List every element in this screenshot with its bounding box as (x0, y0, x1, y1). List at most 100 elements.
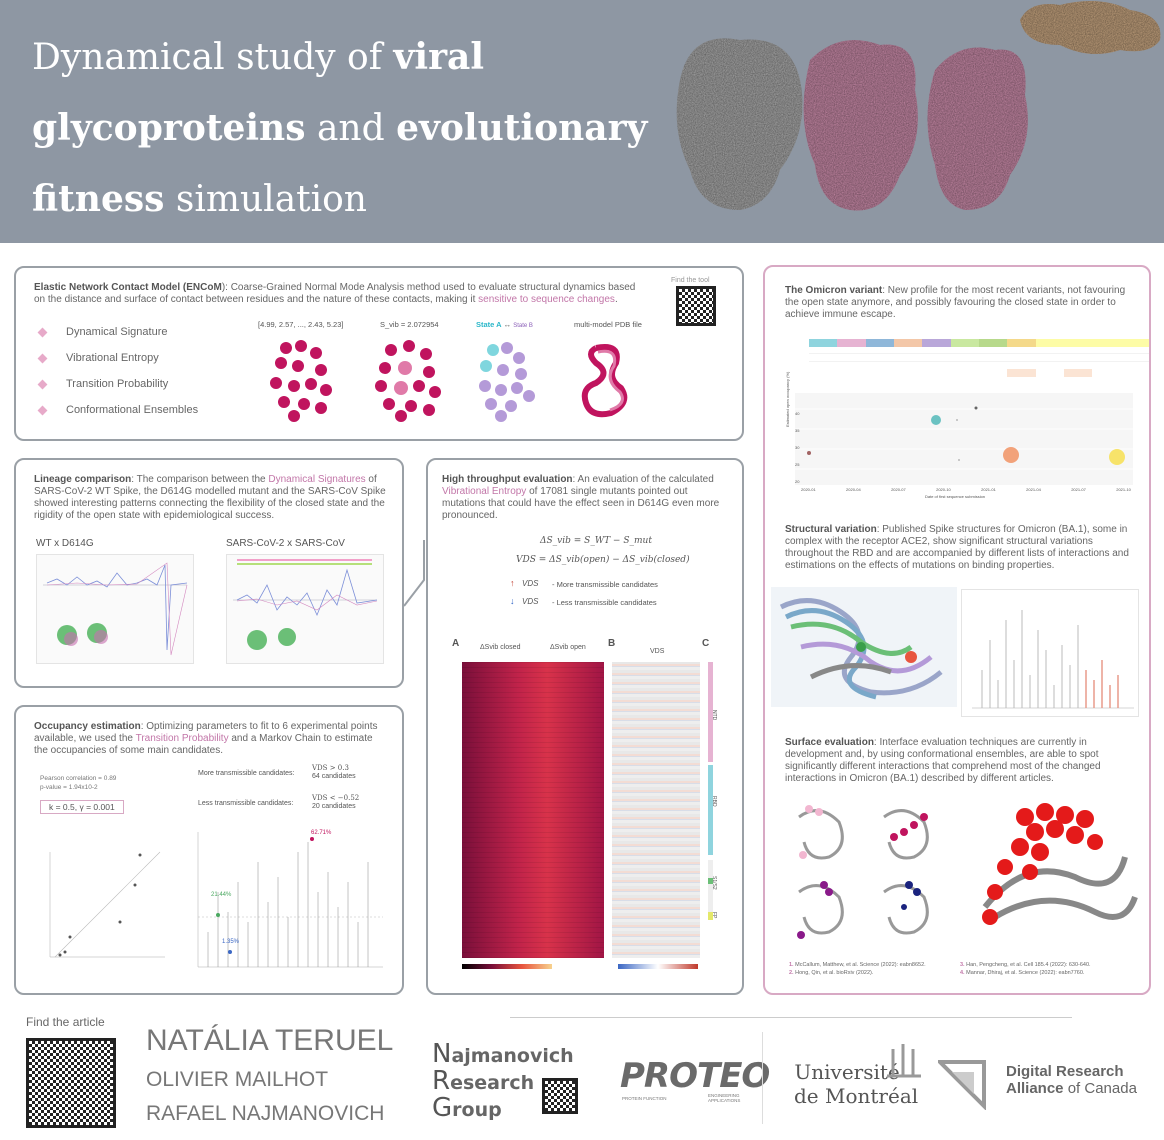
footer-divider (510, 1017, 1072, 1018)
article-qr-code[interactable] (26, 1038, 116, 1128)
bullet-dynamical-signature: Dynamical Signature (66, 326, 168, 338)
omicron-description: The Omicron variant: New profile for the… (785, 285, 1126, 320)
bullet-vibrational-entropy: Vibrational Entropy (66, 352, 159, 364)
svib-heatmap (462, 662, 604, 958)
lineage-panel: Lineage comparison: The comparison betwe… (14, 458, 404, 688)
occupancy-lollipop-chart (188, 822, 388, 977)
spike-protein-images (676, 1, 1161, 211)
omicron-occupancy-chart (781, 389, 1137, 499)
col-vds-label: VDS (650, 648, 665, 655)
less-candidates-count: 20 candidates (312, 803, 356, 810)
vds-heatmap (612, 662, 700, 958)
molecule-ensemble (581, 344, 628, 418)
domain-fp: FP (711, 912, 717, 919)
less-candidates-cond: VDS < −0.52 (312, 794, 360, 802)
peak-value-3: 1.35% (222, 939, 240, 945)
col-closed-label: ΔSvib closed (480, 644, 521, 651)
drac-logo-icon (938, 1060, 986, 1110)
panel-b-label: B (608, 638, 616, 649)
references-left: 1. McCallum, Matthew, et al. Science (20… (789, 962, 926, 976)
domain-s1s2: S1/S2 (711, 876, 717, 890)
structural-description: Structural variation: Published Spike st… (785, 524, 1129, 571)
svib-colorbar (462, 964, 552, 969)
ace2-receptor (1020, 1, 1161, 54)
more-candidates-cond: VDS > 0.3 (312, 764, 349, 772)
tool-qr-code[interactable] (676, 286, 716, 326)
molecule-transition (479, 342, 535, 422)
references-right: 3. Han, Pengcheng, et al. Cell 185.4 (20… (960, 962, 1091, 976)
author-3: RAFAEL NAJMANOVICH (146, 1102, 385, 1125)
domain-ntd: NTD (711, 710, 717, 721)
proteo-sub-2: ENGINEERING APPLICATIONS (708, 1093, 741, 1103)
occupancy-panel: Occupancy estimation: Optimizing paramet… (14, 705, 404, 995)
panel-a-label: A (452, 638, 460, 649)
up-vds-label: VDS (522, 579, 539, 588)
bullet-transition-probability: Transition Probability (66, 378, 169, 390)
poster-title: Dynamical study of viral glycoproteins a… (32, 36, 648, 220)
surface-small-structures (797, 805, 929, 939)
htp-description: High throughput evaluation: An evaluatio… (442, 474, 720, 521)
omicron-ylabel: Estimated open occupancy (%) (785, 371, 790, 427)
poster-header: Dynamical study of viral glycoproteins a… (0, 0, 1164, 243)
chart-sars-comparison (226, 554, 384, 664)
drac-logo-text: Digital Research Alliance of Canada (1006, 1063, 1137, 1097)
chart-sars-label: SARS-CoV-2 x SARS-CoV (226, 538, 345, 549)
author-2: OLIVIER MAILHOT (146, 1068, 329, 1091)
col-open-label: ΔSvib open (550, 644, 586, 651)
udem-emblem-icon (887, 1044, 921, 1078)
peak-value-1: 62.71% (311, 830, 332, 836)
find-tool-label: Find the tool (671, 277, 710, 284)
correlation-scatter (40, 847, 170, 967)
omicron-panel: The Omicron variant: New profile for the… (763, 265, 1151, 995)
nrg-logo: Najmanovich Research Group (432, 1039, 574, 1123)
pvalue-label: p-value = 1.94x10-2 (40, 784, 98, 791)
down-vds-label: VDS (522, 597, 539, 606)
nrg-qr-code[interactable] (542, 1078, 578, 1114)
find-article-label: Find the article (26, 1015, 105, 1029)
surface-large-structure (982, 803, 1138, 925)
signature-vector-label: [4.99, 2.57, ..., 2.43, 5.23] (258, 320, 344, 329)
occupancy-description: Occupancy estimation: Optimizing paramet… (34, 721, 378, 756)
more-candidates-label: More transmissible candidates: (198, 770, 295, 777)
spike-gray (676, 38, 803, 210)
interaction-bar-chart (961, 589, 1139, 717)
udem-logo: Université de Montréal (794, 1060, 919, 1108)
chart-wt-d614g-label: WT x D614G (36, 538, 94, 549)
svib-value-label: S_vib = 2.072954 (380, 320, 439, 329)
up-arrow-icon: ↑ (510, 578, 515, 588)
proteo-sub-1: PROTEIN FUNCTION (622, 1096, 667, 1101)
spike-pink-1 (803, 40, 918, 211)
omicron-xlabel: Date of first sequence submission (925, 494, 986, 499)
omicron-table (809, 339, 1149, 377)
omicron-yticks: 40 35 30 25 20 (795, 411, 800, 484)
pdb-file-label: multi-model PDB file (574, 320, 642, 329)
encom-panel: Elastic Network Contact Model (ENCoM): C… (14, 266, 744, 441)
htp-panel: High throughput evaluation: An evaluatio… (426, 458, 744, 995)
equation-vds: VDS = ΔS_vib(open) − ΔS_vib(closed) (516, 555, 690, 565)
molecule-entropy (375, 340, 441, 422)
spike-pink-2 (927, 47, 1028, 210)
surface-description: Surface evaluation: Interface evaluation… (785, 737, 1101, 784)
bullet-conformational-ensembles: Conformational Ensembles (66, 404, 199, 416)
structural-overlay-image (771, 587, 957, 707)
proteo-logo: PROTEO (620, 1056, 770, 1096)
state-transition-label: State A ↔ State B (476, 320, 533, 329)
more-transmissible-text: - More transmissible candidates (552, 580, 658, 589)
molecule-signature (270, 340, 332, 422)
less-transmissible-text: - Less transmissible candidates (552, 598, 657, 607)
pearson-label: Pearson correlation = 0.89 (40, 775, 117, 782)
domain-rbd: RBD (711, 796, 717, 807)
down-arrow-icon: ↓ (510, 596, 515, 606)
lineage-description: Lineage comparison: The comparison betwe… (34, 474, 386, 521)
vds-colorbar (618, 964, 698, 969)
less-candidates-label: Less transmissible candidates: (198, 800, 294, 807)
params-box: k = 0.5, γ = 0.001 (40, 800, 124, 814)
connector-arrow (404, 540, 425, 607)
author-1: NATÁLIA TERUEL (146, 1024, 394, 1057)
equation-svib: ΔS_vib = S_WT − S_mut (540, 536, 652, 546)
omicron-xticks: 2020-01 2020-04 2020-07 2020-10 2021-01 2021-… (801, 487, 1131, 492)
encom-description: Elastic Network Contact Model (ENCoM): C… (34, 282, 636, 305)
peak-value-2: 21.44% (211, 892, 232, 898)
chart-wt-d614g (36, 554, 194, 664)
more-candidates-count: 64 candidates (312, 773, 356, 780)
